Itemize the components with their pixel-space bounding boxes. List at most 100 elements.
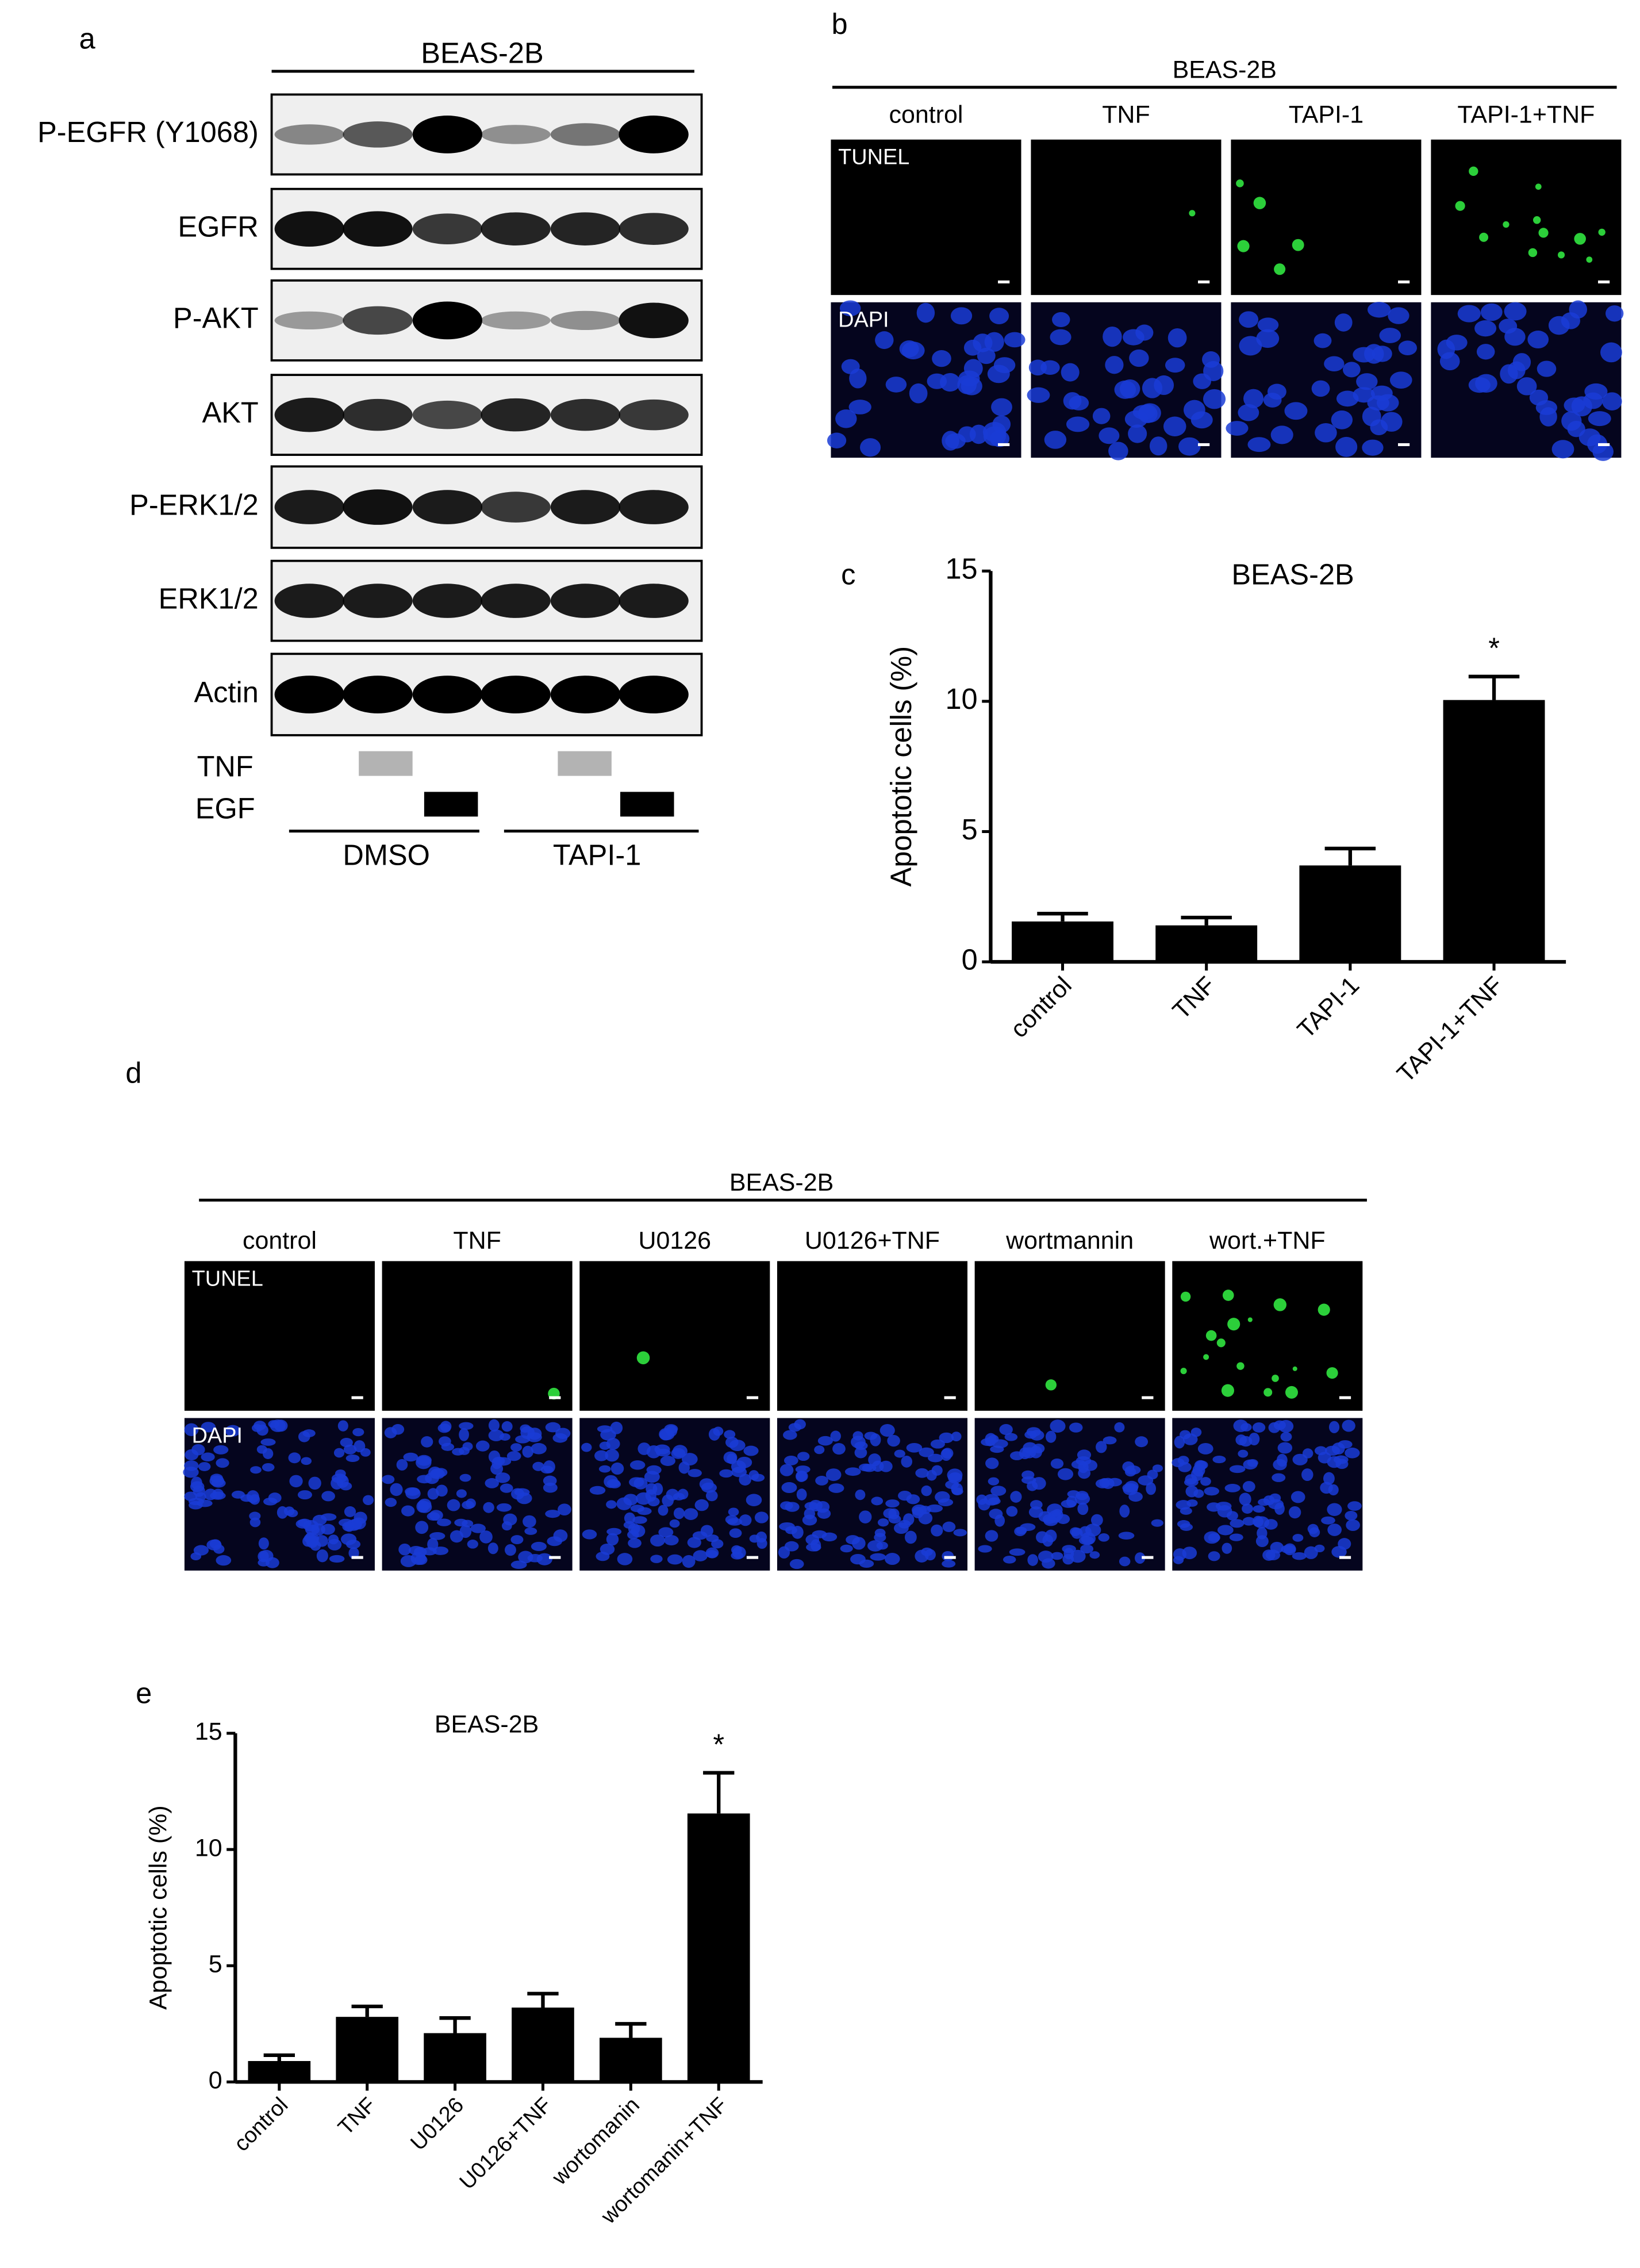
bar: [600, 2037, 662, 2082]
nucleus: [348, 1547, 359, 1559]
nucleus: [405, 1487, 420, 1496]
nucleus: [1353, 387, 1375, 403]
nucleus: [422, 1547, 437, 1556]
nucleus: [198, 1462, 211, 1471]
nucleus: [606, 1528, 622, 1536]
nucleus: [867, 1540, 883, 1552]
blot-label: P-EGFR (Y1068): [37, 116, 259, 148]
nucleus: [1229, 1465, 1246, 1473]
bar: [1443, 700, 1545, 962]
nucleus: [1226, 421, 1249, 436]
nucleus: [852, 1431, 863, 1441]
nucleus: [736, 1456, 752, 1468]
nucleus: [436, 1484, 448, 1497]
nucleus: [977, 347, 996, 364]
nucleus: [1070, 1527, 1081, 1536]
nucleus: [308, 1476, 321, 1490]
nucleus: [295, 1519, 310, 1529]
nucleus: [1334, 313, 1353, 332]
nucleus: [500, 1433, 510, 1441]
tunel-dot: [1318, 1303, 1330, 1316]
nucleus: [1379, 328, 1401, 343]
nucleus: [802, 1514, 817, 1526]
micrograph: TUNEL: [184, 1261, 375, 1411]
nucleus: [1335, 436, 1358, 457]
nucleus: [1345, 1510, 1358, 1521]
nucleus: [1108, 442, 1128, 460]
nucleus: [305, 1525, 320, 1535]
nucleus: [1247, 437, 1271, 452]
nucleus: [911, 1504, 927, 1516]
band: [481, 311, 551, 330]
scale-bar: [1339, 1396, 1351, 1399]
nucleus: [636, 1492, 652, 1505]
nucleus: [629, 1460, 646, 1470]
nucleus: [840, 1544, 853, 1553]
nucleus: [1096, 1441, 1107, 1453]
nucleus: [606, 1479, 620, 1487]
nucleus: [543, 1460, 555, 1473]
nucleus: [1242, 1481, 1255, 1492]
tunel-dot: [1253, 197, 1266, 209]
nucleus: [1247, 1459, 1258, 1467]
micrograph: [382, 1261, 573, 1411]
nucleus: [384, 1427, 397, 1438]
nucleus: [1103, 1436, 1117, 1445]
blot-label: P-ERK1/2: [129, 488, 259, 521]
nucleus: [1118, 1532, 1135, 1540]
y-axis-label: Apoptotic cells (%): [144, 1805, 172, 2010]
nucleus: [693, 1550, 708, 1561]
nucleus: [951, 1432, 962, 1442]
nucleus: [1292, 1534, 1304, 1542]
nucleus: [1099, 427, 1120, 444]
nucleus: [875, 331, 894, 350]
band: [550, 398, 621, 431]
nucleus: [351, 1517, 366, 1530]
nucleus: [779, 1464, 794, 1476]
bar: [1012, 921, 1113, 962]
nucleus: [589, 1486, 606, 1495]
tunel-dot: [1222, 1290, 1234, 1301]
nucleus: [390, 1483, 403, 1496]
scale-bar: [549, 1396, 561, 1399]
band: [412, 584, 482, 618]
nucleus: [1328, 1421, 1340, 1433]
nucleus: [1537, 360, 1557, 377]
nucleus: [1268, 1499, 1284, 1510]
nucleus: [1262, 1549, 1276, 1561]
cell-line: BEAS-2B: [421, 37, 543, 70]
nucleus: [1342, 1419, 1355, 1432]
micrograph-bg: [579, 1261, 770, 1411]
scale-bar: [1597, 443, 1610, 446]
nucleus: [597, 1425, 613, 1433]
nucleus: [658, 1527, 674, 1538]
nucleus: [788, 1423, 801, 1432]
nucleus: [1315, 423, 1337, 443]
nucleus: [1119, 1556, 1131, 1567]
nucleus: [989, 308, 1009, 324]
nucleus: [320, 1513, 337, 1521]
condition-label: U0126: [639, 1227, 712, 1254]
nucleus: [1089, 1551, 1100, 1559]
nucleus: [650, 1555, 663, 1563]
nucleus: [331, 1477, 343, 1490]
nucleus: [811, 1539, 821, 1552]
nucleus: [835, 409, 857, 428]
nucleus: [1163, 416, 1186, 436]
nucleus: [1253, 1505, 1265, 1513]
nucleus: [1398, 340, 1417, 355]
nucleus: [624, 1512, 636, 1524]
nucleus: [1249, 1432, 1260, 1446]
nucleus: [337, 1420, 348, 1432]
nucleus: [1507, 361, 1526, 379]
nucleus: [1256, 329, 1280, 348]
nucleus: [915, 1549, 929, 1563]
nucleus: [1028, 359, 1047, 376]
band: [481, 492, 551, 523]
nucleus: [1564, 397, 1585, 413]
nucleus: [1238, 1449, 1249, 1458]
micrograph: [579, 1261, 770, 1411]
nucleus: [1196, 1460, 1208, 1469]
nucleus: [316, 1549, 328, 1563]
tunel-dot: [1227, 1318, 1240, 1331]
